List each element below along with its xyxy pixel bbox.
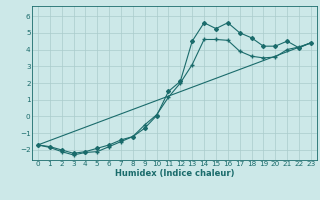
X-axis label: Humidex (Indice chaleur): Humidex (Indice chaleur) — [115, 169, 234, 178]
